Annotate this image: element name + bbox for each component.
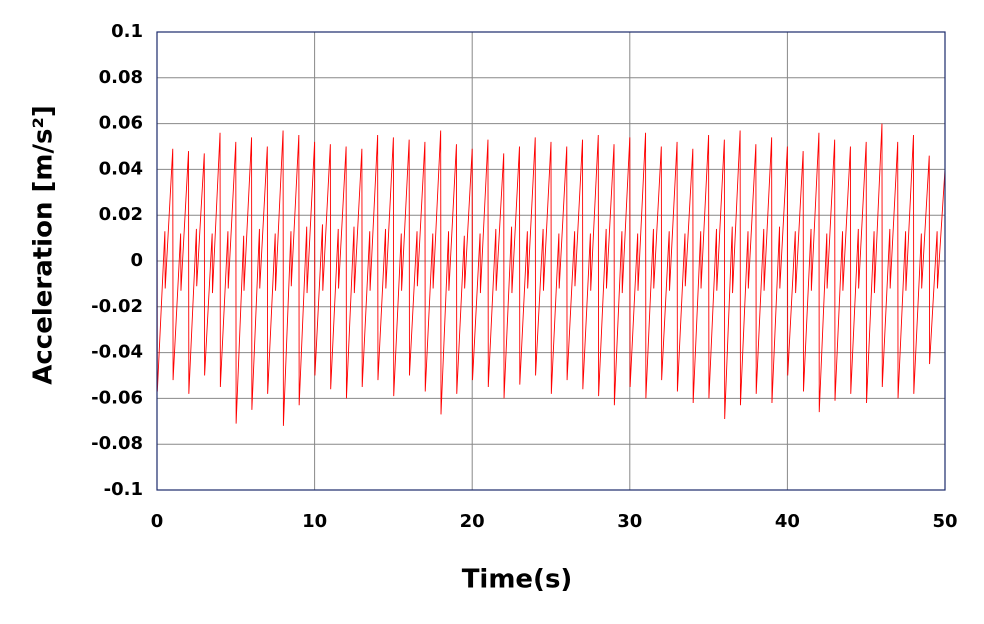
y-tick-label: 0.08 (99, 67, 143, 88)
y-tick-label: 0.02 (99, 204, 143, 225)
y-axis-label: Acceleration [m/s²] (29, 105, 59, 384)
y-tick-label: 0.06 (99, 113, 143, 134)
y-tick-label: 0 (130, 250, 143, 271)
x-tick-label: 50 (932, 511, 957, 532)
x-tick-label: 10 (302, 511, 327, 532)
y-tick-label: 0.1 (111, 21, 143, 42)
data-line (156, 123, 946, 426)
y-tick-label: -0.1 (104, 479, 143, 500)
plot-frame (156, 31, 946, 491)
y-tick-label: -0.04 (91, 342, 143, 363)
y-tick-label: -0.06 (91, 387, 143, 408)
x-axis-label: Time(s) (462, 565, 573, 595)
x-tick-label: 0 (151, 511, 164, 532)
x-tick-label: 30 (617, 511, 642, 532)
x-tick-label: 40 (775, 511, 800, 532)
y-tick-label: 0.04 (99, 158, 143, 179)
x-tick-label: 20 (460, 511, 485, 532)
y-tick-label: -0.08 (91, 433, 143, 454)
y-tick-label: -0.02 (91, 296, 143, 317)
